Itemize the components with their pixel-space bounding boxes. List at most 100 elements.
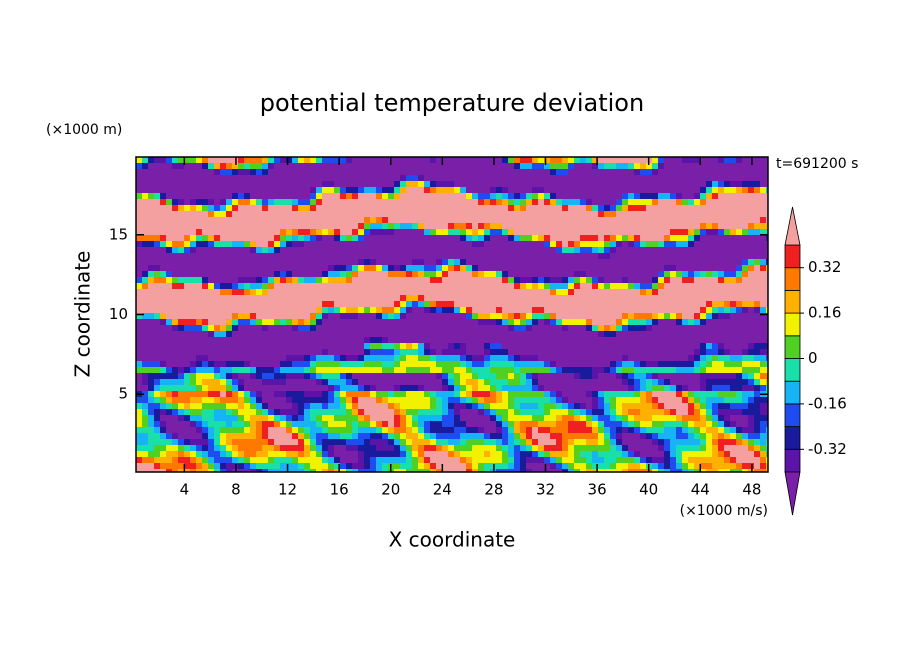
contour-cell [658,193,665,200]
contour-cell [670,211,677,218]
contour-cell [346,415,353,422]
contour-cell [166,337,173,344]
contour-cell [622,223,629,230]
contour-cell [250,157,257,164]
contour-cell [598,385,605,392]
contour-cell [178,379,185,386]
contour-cell [208,379,215,386]
contour-cell [226,235,233,242]
contour-cell [322,433,329,440]
contour-cell [532,265,539,272]
contour-cell [220,403,227,410]
contour-cell [610,433,617,440]
contour-cell [502,169,509,176]
contour-cell [262,409,269,416]
contour-cell [532,373,539,380]
contour-cell [160,301,167,308]
contour-cell [334,367,341,374]
contour-cell [268,181,275,188]
contour-cell [490,205,497,212]
contour-cell [142,439,149,446]
contour-cell [184,331,191,338]
contour-cell [370,229,377,236]
contour-cell [694,403,701,410]
contour-cell [448,223,455,230]
contour-cell [286,283,293,290]
contour-cell [340,409,347,416]
contour-cell [514,301,521,308]
contour-cell [316,343,323,350]
contour-cell [388,175,395,182]
contour-cell [436,289,443,296]
contour-cell [298,241,305,248]
contour-cell [520,331,527,338]
contour-cell [574,277,581,284]
contour-cell [646,271,653,278]
contour-cell [226,283,233,290]
contour-cell [430,253,437,260]
contour-cell [340,187,347,194]
contour-cell [436,175,443,182]
contour-cell [490,415,497,422]
contour-cell [220,283,227,290]
contour-cell [244,235,251,242]
contour-cell [244,295,251,302]
contour-cell [370,175,377,182]
contour-cell [736,223,743,230]
contour-cell [550,205,557,212]
contour-cell [622,331,629,338]
contour-cell [448,169,455,176]
contour-cell [598,295,605,302]
contour-cell [580,433,587,440]
contour-cell [214,325,221,332]
contour-cell [640,217,647,224]
contour-cell [136,205,143,212]
contour-cell [646,283,653,290]
contour-cell [382,223,389,230]
contour-cell [616,187,623,194]
contour-cell [766,385,769,392]
contour-cell [286,307,293,314]
contour-cell [388,433,395,440]
contour-cell [730,217,737,224]
contour-cell [670,385,677,392]
contour-cell [220,313,227,320]
contour-cell [436,193,443,200]
contour-cell [190,187,197,194]
contour-cell [172,361,179,368]
contour-cell [748,223,755,230]
contour-cell [400,247,407,254]
contour-cell [274,385,281,392]
contour-cell [304,337,311,344]
contour-cell [292,187,299,194]
contour-cell [658,289,665,296]
contour-cell [412,187,419,194]
contour-cell [646,199,653,206]
contour-cell [688,367,695,374]
contour-cell [244,253,251,260]
contour-cell [352,355,359,362]
contour-cell [286,433,293,440]
contour-cell [610,289,617,296]
contour-cell [556,301,563,308]
contour-cell [166,199,173,206]
contour-cell [244,415,251,422]
contour-cell [484,331,491,338]
contour-cell [514,385,521,392]
contour-cell [304,259,311,266]
contour-cell [160,229,167,236]
contour-cell [292,175,299,182]
contour-cell [556,235,563,242]
contour-cell [526,415,533,422]
contour-cell [526,337,533,344]
contour-cell [538,367,545,374]
contour-cell [262,169,269,176]
contour-cell [628,307,635,314]
contour-cell [352,373,359,380]
contour-cell [412,337,419,344]
contour-cell [532,307,539,314]
contour-cell [526,175,533,182]
contour-cell [586,211,593,218]
contour-cell [184,157,191,164]
contour-cell [682,223,689,230]
